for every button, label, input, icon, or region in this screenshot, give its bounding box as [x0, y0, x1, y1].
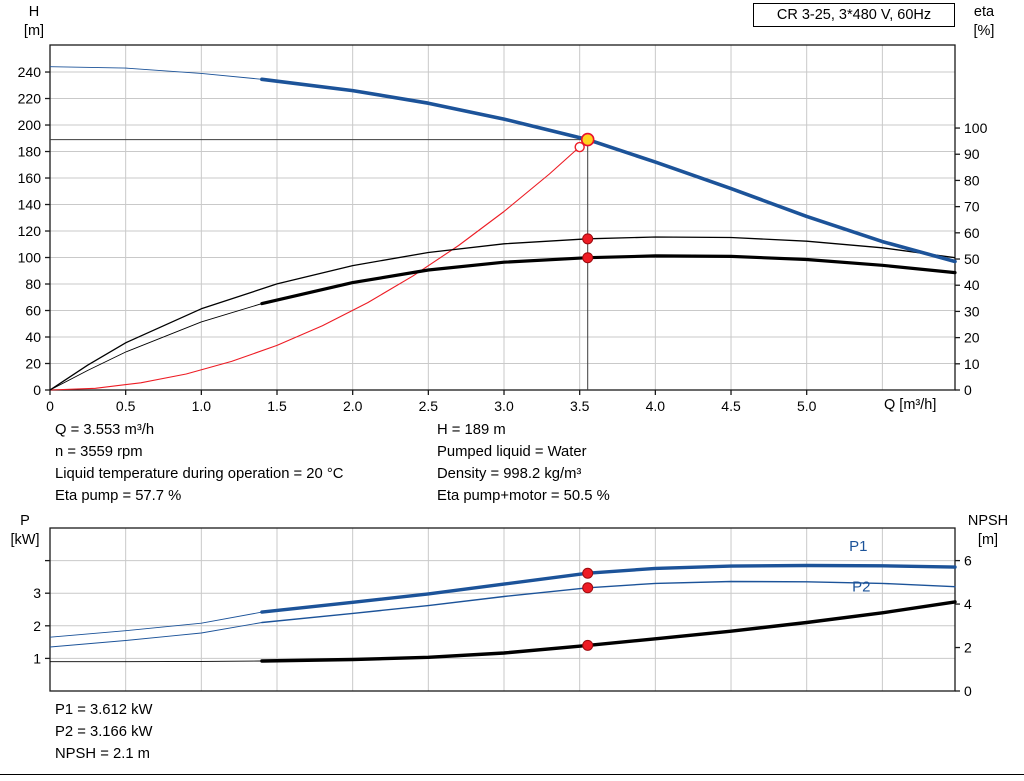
- svg-text:P2: P2: [852, 579, 870, 596]
- annotation-block-power: P1 = 3.612 kW P2 = 3.166 kW NPSH = 2.1 m: [55, 699, 152, 765]
- annotation-density: Density = 998.2 kg/m³: [437, 466, 582, 482]
- svg-text:20: 20: [964, 330, 980, 346]
- svg-text:3: 3: [33, 585, 41, 601]
- annotation-head: H = 189 m: [437, 422, 506, 438]
- svg-text:4.5: 4.5: [721, 398, 741, 414]
- svg-text:2.5: 2.5: [419, 398, 439, 414]
- annotation-block-left: Q = 3.553 m³/h n = 3559 rpm Liquid tempe…: [55, 419, 343, 507]
- annotation-liquid-temperature: Liquid temperature during operation = 20…: [55, 466, 344, 482]
- svg-text:40: 40: [964, 277, 980, 293]
- svg-text:60: 60: [25, 303, 41, 319]
- svg-text:120: 120: [18, 223, 42, 239]
- h-axis-symbol: H: [28, 4, 40, 20]
- svg-text:3.0: 3.0: [494, 398, 514, 414]
- p-axis-symbol: P: [20, 513, 30, 529]
- svg-text:5.0: 5.0: [797, 398, 817, 414]
- svg-text:0.5: 0.5: [116, 398, 136, 414]
- svg-text:20: 20: [25, 356, 41, 372]
- x-axis-title: Q [m³/h]: [884, 397, 937, 413]
- eta-axis-symbol: eta: [973, 4, 995, 20]
- svg-text:0: 0: [964, 683, 972, 699]
- svg-text:80: 80: [964, 172, 980, 188]
- annotation-block-right: H = 189 m Pumped liquid = Water Density …: [437, 419, 610, 507]
- h-axis-unit: [m]: [23, 23, 45, 39]
- svg-text:50: 50: [964, 251, 980, 267]
- annotation-eta-pump-motor: Eta pump+motor = 50.5 %: [437, 488, 610, 504]
- svg-text:100: 100: [964, 120, 988, 136]
- annotation-speed: n = 3559 rpm: [55, 444, 143, 460]
- svg-text:1.5: 1.5: [267, 398, 287, 414]
- svg-text:1.0: 1.0: [192, 398, 212, 414]
- svg-text:160: 160: [18, 170, 42, 186]
- svg-text:100: 100: [18, 250, 42, 266]
- h-axis-title: H [m]: [16, 3, 52, 41]
- svg-text:180: 180: [18, 144, 42, 160]
- svg-text:90: 90: [964, 146, 980, 162]
- annotation-pumped-liquid: Pumped liquid = Water: [437, 444, 587, 460]
- svg-text:0: 0: [33, 382, 41, 398]
- svg-text:80: 80: [25, 276, 41, 292]
- eta-axis-title: eta [%]: [962, 3, 1006, 41]
- npsh-axis-symbol: NPSH: [967, 513, 1009, 529]
- annotation-flow: Q = 3.553 m³/h: [55, 422, 155, 438]
- svg-text:2.0: 2.0: [343, 398, 363, 414]
- svg-text:4.0: 4.0: [646, 398, 666, 414]
- svg-text:220: 220: [18, 91, 42, 107]
- svg-text:60: 60: [964, 225, 980, 241]
- svg-text:6: 6: [964, 553, 972, 569]
- svg-text:P1: P1: [849, 538, 867, 555]
- annotation-p2: P2 = 3.166 kW: [55, 724, 153, 740]
- svg-text:70: 70: [964, 199, 980, 215]
- npsh-axis-unit: [m]: [977, 532, 999, 548]
- p-axis-title: P [kW]: [4, 512, 46, 550]
- pump-model-badge: CR 3-25, 3*480 V, 60Hz: [753, 3, 955, 27]
- svg-text:140: 140: [18, 197, 42, 213]
- p-axis-unit: [kW]: [10, 532, 40, 548]
- annotation-npsh: NPSH = 2.1 m: [55, 746, 150, 762]
- svg-text:2: 2: [33, 618, 41, 634]
- annotation-p1: P1 = 3.612 kW: [55, 702, 153, 718]
- svg-text:0: 0: [964, 382, 972, 398]
- svg-text:4: 4: [964, 596, 972, 612]
- svg-text:1: 1: [33, 650, 41, 666]
- svg-text:200: 200: [18, 117, 42, 133]
- svg-text:10: 10: [964, 356, 980, 372]
- npsh-axis-title: NPSH [m]: [956, 512, 1020, 550]
- annotation-eta-pump: Eta pump = 57.7 %: [55, 488, 182, 504]
- svg-text:30: 30: [964, 303, 980, 319]
- eta-axis-unit: [%]: [973, 23, 995, 39]
- svg-text:3.5: 3.5: [570, 398, 590, 414]
- svg-text:40: 40: [25, 329, 41, 345]
- footer-divider: [0, 774, 1024, 775]
- svg-text:2: 2: [964, 640, 972, 656]
- svg-text:0: 0: [46, 398, 54, 414]
- svg-text:240: 240: [18, 64, 42, 80]
